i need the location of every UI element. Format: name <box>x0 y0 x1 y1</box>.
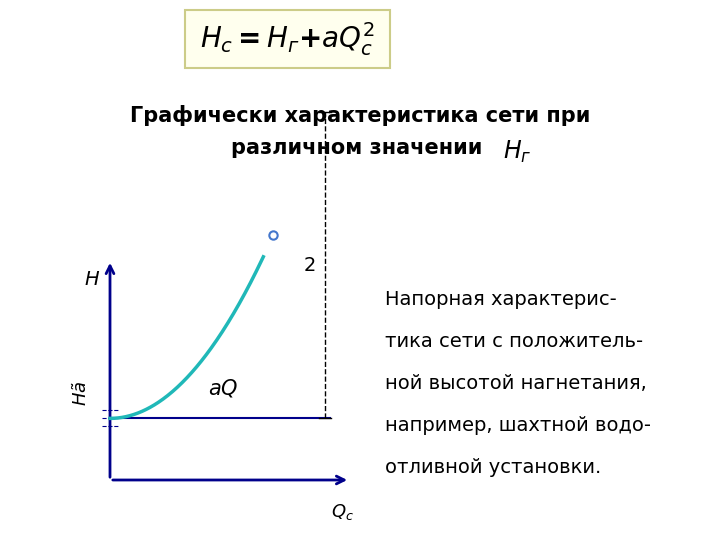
Text: $H\tilde{a}$: $H\tilde{a}$ <box>73 381 91 406</box>
Text: $H$: $H$ <box>84 270 100 289</box>
Text: Напорная характерис-: Напорная характерис- <box>385 290 617 309</box>
FancyBboxPatch shape <box>185 10 390 68</box>
Text: $2$: $2$ <box>303 255 315 274</box>
Text: ной высотой нагнетания,: ной высотой нагнетания, <box>385 374 647 393</box>
Text: $\mathbf{\mathit{H_c}}$$\mathbf{=}$$\mathbf{\mathit{H_г}}$$\mathbf{+}$$\mathbf{\: $\mathbf{\mathit{H_c}}$$\mathbf{=}$$\mat… <box>200 20 375 58</box>
Text: $Q_c$: $Q_c$ <box>330 502 354 522</box>
Text: например, шахтной водо-: например, шахтной водо- <box>385 416 651 435</box>
Text: Графически характеристика сети при: Графически характеристика сети при <box>130 105 590 125</box>
Text: отливной установки.: отливной установки. <box>385 458 601 477</box>
Text: $\mathit{H_г}$: $\mathit{H_г}$ <box>503 139 531 165</box>
Text: различном значении: различном значении <box>230 138 490 158</box>
Text: тика сети с положитель-: тика сети с положитель- <box>385 332 643 351</box>
Text: $aQ$: $aQ$ <box>207 376 238 399</box>
